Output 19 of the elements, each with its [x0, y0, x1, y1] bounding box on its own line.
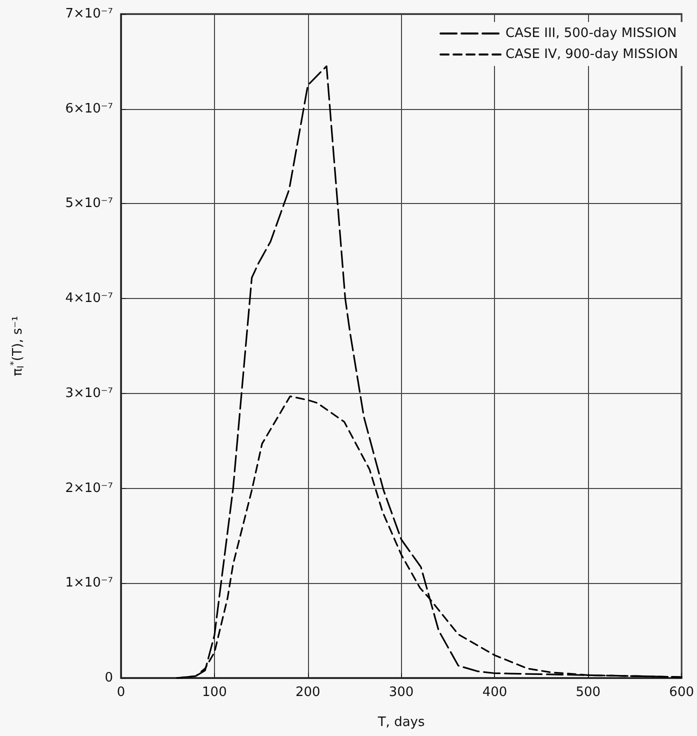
x-tick-label: 200 [295, 685, 320, 700]
y-tick-label: 7×10⁻⁷ [65, 6, 113, 22]
y-tick-label: 0 [104, 670, 113, 686]
legend-label: CASE III, 500-day MISSION [506, 26, 677, 41]
y-tick-label: 4×10⁻⁷ [65, 291, 113, 306]
y-tick-label: 2×10⁻⁷ [65, 480, 113, 496]
x-axis-title: T, days [376, 715, 425, 730]
x-tick-label: 400 [482, 685, 508, 700]
y-tick-label: 1×10⁻⁷ [65, 576, 113, 591]
y-tick-label: 3×10⁻⁷ [65, 386, 113, 401]
x-tick-label: 0 [116, 685, 126, 700]
x-tick-label: 600 [669, 685, 694, 700]
x-tick-label: 500 [576, 685, 601, 700]
y-tick-label: 6×10⁻⁷ [65, 101, 113, 116]
x-tick-label: 100 [202, 685, 227, 700]
legend-label: CASE IV, 900-day MISSION [506, 47, 678, 62]
y-axis-title: πI*(T), s⁻¹ [10, 316, 26, 376]
y-tick-label: 5×10⁻⁷ [65, 196, 113, 212]
x-tick-label: 300 [388, 685, 414, 700]
